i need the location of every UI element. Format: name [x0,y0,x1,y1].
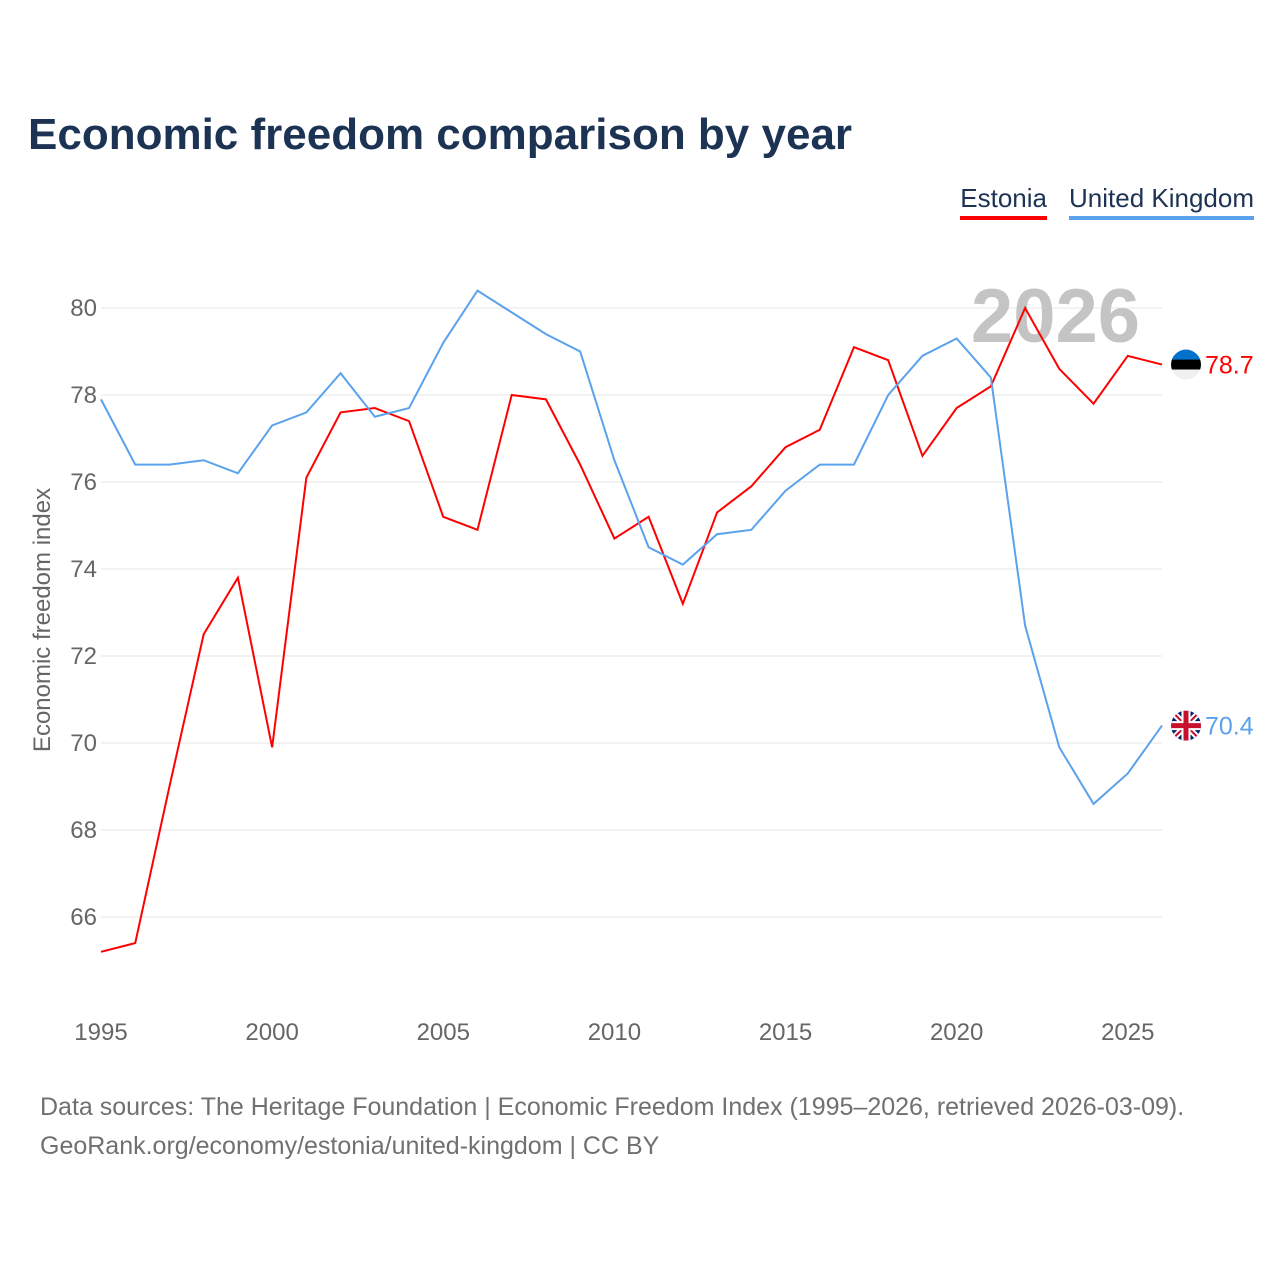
y-tick-label: 74 [70,556,97,583]
y-tick-label: 66 [70,904,97,931]
y-axis-label: Economic freedom index [29,488,56,752]
source-line-1: Data sources: The Heritage Foundation | … [40,1093,1185,1121]
x-tick-label: 2020 [930,1019,983,1046]
estonia-flag-icon [1171,349,1201,380]
x-tick-label: 2010 [588,1019,641,1046]
sources: Data sources: The Heritage Foundation | … [40,1088,1184,1166]
x-tick-label: 2025 [1101,1019,1154,1046]
y-tick-label: 76 [70,469,97,496]
legend-estonia[interactable]: Estonia [960,183,1047,220]
y-tick-label: 80 [70,295,97,322]
chart-title: Economic freedom comparison by year [28,110,853,159]
end-value-label: 70.4 [1205,713,1254,741]
year-watermark: 2026 [971,274,1140,359]
uk-flag-icon [1171,710,1201,741]
source-line-2[interactable]: GeoRank.org/economy/estonia/united-kingd… [40,1132,660,1160]
y-tick-label: 72 [70,643,97,670]
series-line-estonia [100,305,1163,953]
x-tick-label: 2000 [245,1019,298,1046]
end-value-label: 78.7 [1205,352,1254,380]
y-tick-label: 68 [70,817,97,844]
series-line-united-kingdom [100,289,1163,806]
legend: Estonia United Kingdom [960,183,1254,220]
x-tick-label: 1995 [74,1019,127,1046]
legend-united-kingdom[interactable]: United Kingdom [1069,183,1254,220]
x-tick-label: 2015 [759,1019,812,1046]
x-tick-label: 2005 [417,1019,470,1046]
y-tick-label: 78 [70,382,97,409]
y-tick-label: 70 [70,730,97,757]
